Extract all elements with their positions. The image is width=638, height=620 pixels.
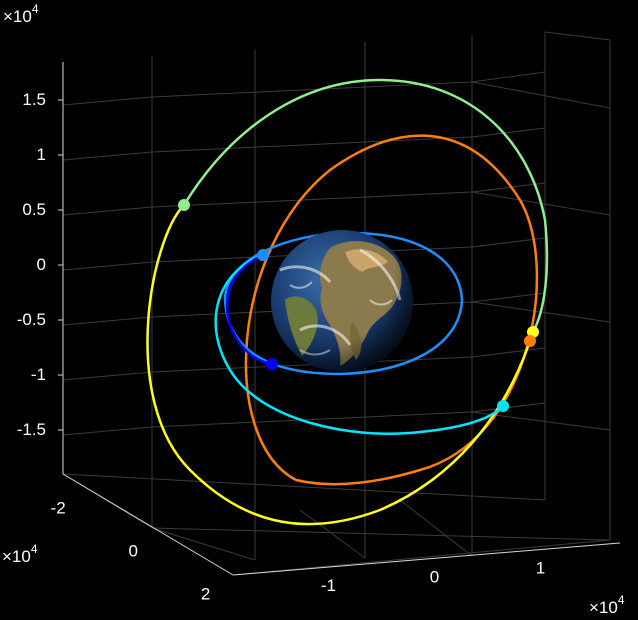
cyan-marker xyxy=(497,400,509,412)
y-tick-label: 0 xyxy=(129,542,138,561)
navy-marker xyxy=(266,358,278,370)
orange-marker xyxy=(524,335,536,347)
z-tick-label: 0 xyxy=(37,255,46,274)
orange-orbit-back xyxy=(244,134,522,482)
y-axis-ticks: -2 0 2 xyxy=(51,499,211,604)
z-axis-ticks: 1.5 1 0.5 0 -0.5 -1 -1.5 xyxy=(17,90,63,439)
orbits-front xyxy=(146,78,549,526)
z-tick-label: -1 xyxy=(31,365,46,384)
z-tick-label: 1 xyxy=(37,145,46,164)
x-axis-multiplier: ×104 xyxy=(589,593,625,617)
x-tick-label: 0 xyxy=(430,567,439,586)
z-axis-multiplier: ×104 xyxy=(3,2,39,26)
z-tick-label: -0.5 xyxy=(17,310,46,329)
axis-lines xyxy=(62,62,621,576)
y-tick-label: -2 xyxy=(51,499,66,518)
yellow-transfer-arc xyxy=(146,204,535,526)
x-axis-ticks: -1 0 1 xyxy=(321,559,545,596)
green-transfer-arc xyxy=(182,78,549,333)
green-marker xyxy=(178,199,190,211)
y-tick-label: 2 xyxy=(201,584,210,603)
blue-transfer-arc xyxy=(225,253,273,366)
earth-globe xyxy=(271,230,413,372)
z-tick-label: 0.5 xyxy=(22,200,46,219)
blue-marker-top xyxy=(257,249,269,261)
orange-orbit-front xyxy=(295,199,539,486)
y-axis-multiplier: ×104 xyxy=(2,542,38,566)
orbit-markers xyxy=(178,199,539,412)
cyan-transfer-arc xyxy=(214,253,504,435)
z-tick-label: 1.5 xyxy=(22,90,46,109)
z-tick-label: -1.5 xyxy=(17,420,46,439)
x-tick-label: 1 xyxy=(536,559,545,578)
x-tick-label: -1 xyxy=(321,576,336,595)
